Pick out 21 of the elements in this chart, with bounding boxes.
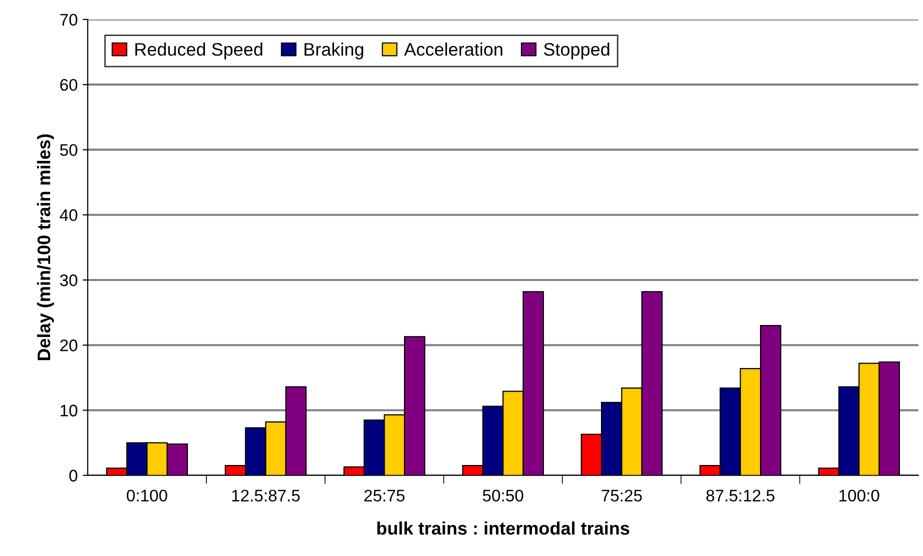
legend-label: Reduced Speed: [135, 42, 262, 60]
y-tick-label: 0: [69, 470, 78, 482]
y-tick-label: 10: [60, 404, 78, 416]
x-tick-label: 12.5:87.5: [232, 490, 300, 502]
x-tick-label: 25:75: [364, 490, 405, 502]
x-tick-label: 100:0: [839, 490, 880, 502]
y-tick-label: 40: [60, 209, 78, 222]
x-tick-label: 0:100: [126, 490, 168, 502]
x-axis-title: bulk trains : intermodal trains: [377, 521, 630, 535]
y-tick-label: 60: [60, 78, 78, 91]
legend-label: Braking: [304, 42, 364, 60]
y-tick-label: 30: [60, 274, 78, 286]
legend-label: Acceleration: [404, 42, 502, 56]
x-tick-label: 87.5:12.5: [706, 490, 774, 502]
x-tick-label: 75:25: [602, 490, 642, 502]
legend-label: Stopped: [544, 42, 610, 60]
y-tick-label: 50: [60, 144, 78, 156]
y-tick-label: 70: [60, 14, 78, 26]
x-tick-label: 50:50: [482, 490, 524, 502]
y-axis-title: Delay (min/100 train miles): [37, 134, 54, 360]
y-tick-label: 20: [60, 340, 78, 352]
